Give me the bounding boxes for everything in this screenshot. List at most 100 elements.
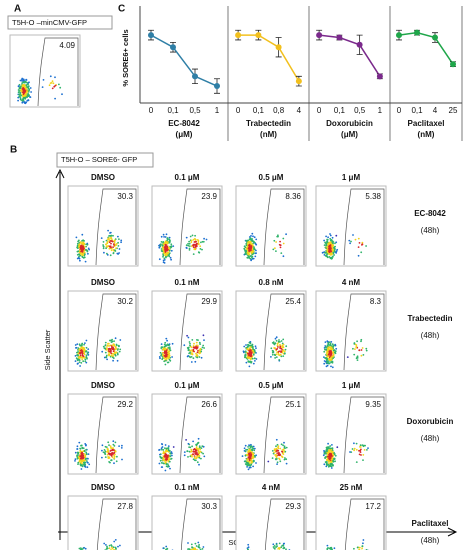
event-dot bbox=[247, 343, 249, 346]
event-dot bbox=[54, 97, 56, 100]
event-dot bbox=[285, 462, 288, 465]
event-dot bbox=[245, 244, 248, 247]
event-dot bbox=[185, 439, 188, 441]
event-dot bbox=[112, 453, 114, 456]
event-dot bbox=[167, 252, 169, 255]
event-dot bbox=[246, 466, 249, 468]
event-dot bbox=[334, 242, 336, 245]
event-dot bbox=[327, 351, 329, 354]
event-dot bbox=[196, 339, 198, 341]
event-dot bbox=[74, 360, 77, 362]
event-dot bbox=[115, 343, 118, 346]
panel-letter: B bbox=[10, 145, 17, 156]
event-dot bbox=[248, 356, 251, 359]
event-dot bbox=[196, 461, 199, 464]
event-dot bbox=[162, 452, 165, 455]
event-dot bbox=[19, 87, 22, 90]
event-dot bbox=[191, 445, 194, 448]
event-dot bbox=[199, 450, 202, 453]
event-dot bbox=[197, 545, 200, 548]
event-dot bbox=[194, 234, 197, 237]
event-dot bbox=[331, 256, 334, 258]
event-dot bbox=[198, 251, 201, 254]
event-dot bbox=[54, 76, 56, 79]
event-dot bbox=[365, 347, 368, 350]
event-dot bbox=[323, 360, 326, 362]
event-dot bbox=[188, 247, 191, 250]
event-dot bbox=[159, 459, 162, 462]
event-dot bbox=[29, 96, 31, 98]
event-dot bbox=[366, 449, 368, 451]
event-dot bbox=[247, 546, 250, 549]
event-dot bbox=[357, 237, 360, 240]
event-dot bbox=[250, 454, 253, 457]
event-dot bbox=[253, 241, 255, 244]
event-dot bbox=[327, 547, 329, 549]
gate-value: 26.6 bbox=[201, 400, 217, 409]
event-dot bbox=[105, 243, 107, 246]
event-dot bbox=[246, 460, 249, 462]
event-dot bbox=[245, 449, 247, 451]
event-dot bbox=[164, 454, 167, 456]
event-dot bbox=[85, 243, 87, 246]
event-dot bbox=[365, 245, 367, 247]
event-dot bbox=[190, 450, 193, 453]
gate bbox=[180, 498, 221, 550]
event-dot bbox=[329, 346, 332, 349]
series-line bbox=[319, 34, 381, 77]
event-dot bbox=[113, 242, 116, 244]
point bbox=[336, 34, 343, 41]
event-dot bbox=[162, 347, 165, 350]
event-dot bbox=[193, 456, 196, 459]
event-dot bbox=[248, 365, 251, 368]
event-dot bbox=[250, 238, 252, 241]
event-dot bbox=[160, 456, 163, 459]
event-dot bbox=[191, 455, 193, 458]
event-dot bbox=[81, 256, 84, 258]
event-dot bbox=[249, 255, 251, 258]
event-dot bbox=[83, 455, 86, 458]
event-dot bbox=[81, 447, 84, 450]
event-dot bbox=[80, 248, 83, 250]
event-dot bbox=[79, 245, 82, 247]
x-tick-label: 0,1 bbox=[411, 106, 423, 115]
event-dot bbox=[20, 89, 23, 92]
event-dot bbox=[111, 344, 114, 347]
event-dot bbox=[81, 233, 84, 236]
event-dot bbox=[162, 450, 165, 453]
event-dot bbox=[274, 247, 276, 250]
event-dot bbox=[162, 459, 165, 461]
event-dot bbox=[334, 248, 336, 251]
event-dot bbox=[187, 355, 190, 357]
event-dot bbox=[105, 239, 108, 242]
event-dot bbox=[108, 237, 110, 239]
event-dot bbox=[25, 78, 28, 81]
event-dot bbox=[52, 82, 55, 85]
event-dot bbox=[355, 345, 358, 348]
event-dot bbox=[253, 357, 256, 360]
event-dot bbox=[111, 546, 113, 549]
event-dot bbox=[195, 447, 198, 450]
event-dot bbox=[80, 444, 83, 447]
event-dot bbox=[333, 250, 336, 253]
event-dot bbox=[168, 346, 171, 349]
event-dot bbox=[273, 448, 276, 451]
event-dot bbox=[104, 341, 107, 344]
gate bbox=[179, 293, 221, 371]
event-dot bbox=[160, 243, 162, 246]
event-dot bbox=[194, 459, 196, 462]
event-dot bbox=[196, 453, 199, 456]
event-dot bbox=[246, 356, 249, 359]
x-tick-label: 0,5 bbox=[354, 106, 366, 115]
event-dot bbox=[106, 254, 109, 256]
event-dot bbox=[119, 544, 121, 547]
event-dot bbox=[250, 235, 252, 237]
event-dot bbox=[115, 460, 118, 463]
event-dot bbox=[334, 454, 337, 457]
time-label: (48h) bbox=[421, 226, 440, 235]
event-dot bbox=[248, 256, 251, 259]
event-dot bbox=[165, 359, 167, 362]
event-dot bbox=[25, 92, 27, 95]
event-dot bbox=[189, 349, 192, 352]
event-dot bbox=[165, 358, 167, 361]
